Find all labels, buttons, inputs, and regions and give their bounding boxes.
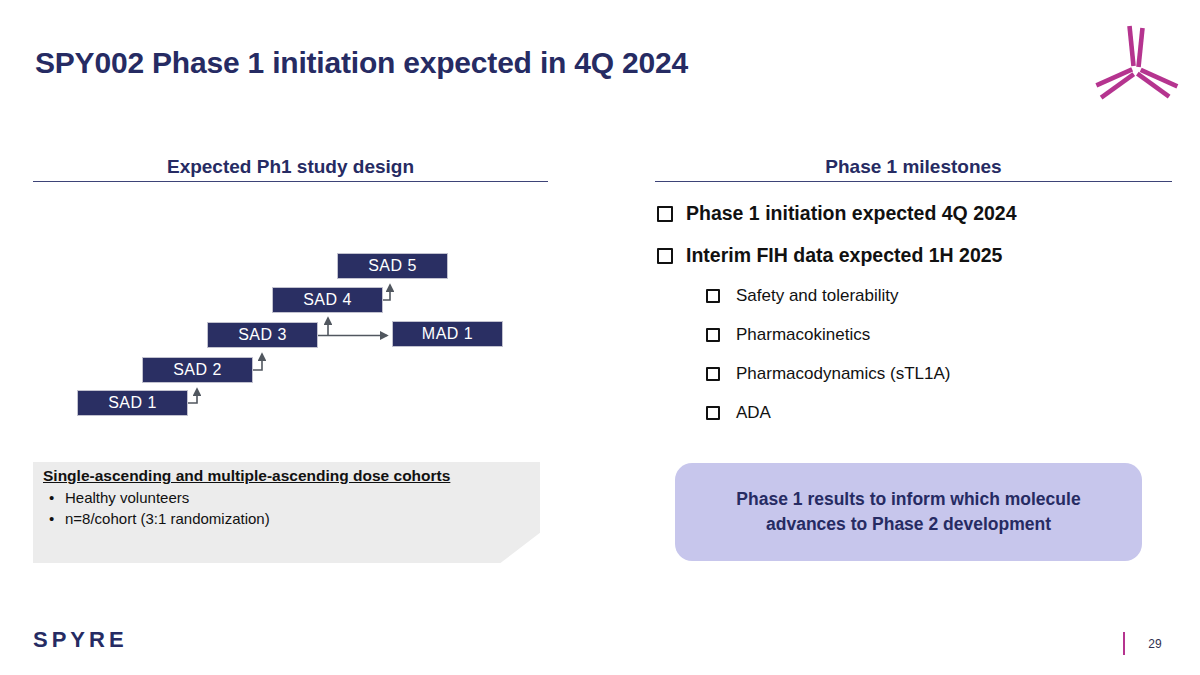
- cohort-box-mad1: MAD 1: [392, 321, 503, 347]
- checkbox-icon: [706, 328, 720, 342]
- footer-separator: [1123, 632, 1125, 655]
- list-item: • Healthy volunteers: [43, 489, 530, 506]
- antibody-logo-icon: [1086, 14, 1186, 114]
- list-item: Pharmacodynamics (sTL1A): [706, 364, 950, 384]
- milestone-text: Phase 1 initiation expected 4Q 2024: [686, 202, 1017, 225]
- milestone-text: Interim FIH data expected 1H 2025: [686, 244, 1002, 267]
- study-design-diagram: SAD 1 SAD 2 SAD 3 SAD 4 SAD 5 MAD 1: [35, 190, 550, 460]
- study-note-box: Single-ascending and multiple-ascending …: [33, 462, 540, 563]
- arrow-sad2-to-sad3: [253, 354, 262, 370]
- arrow-sad4-to-sad5: [383, 285, 390, 300]
- bullet-icon: •: [49, 489, 65, 506]
- callout-box: Phase 1 results to inform which molecule…: [675, 463, 1142, 561]
- left-header-underline: [33, 181, 548, 182]
- list-item: Phase 1 initiation expected 4Q 2024: [657, 202, 1017, 225]
- bullet-icon: •: [49, 510, 65, 527]
- note-bullet-text: n=8/cohort (3:1 randomization): [65, 510, 270, 527]
- cohort-box-sad3: SAD 3: [207, 322, 318, 348]
- right-header-underline: [655, 181, 1172, 182]
- note-heading: Single-ascending and multiple-ascending …: [43, 467, 530, 485]
- checkbox-icon: [657, 206, 673, 222]
- sub-milestone-text: Safety and tolerability: [736, 286, 899, 306]
- checkbox-icon: [706, 406, 720, 420]
- arrow-sad1-to-sad2: [188, 389, 197, 403]
- checkbox-icon: [706, 289, 720, 303]
- sub-milestone-text: Pharmacokinetics: [736, 325, 870, 345]
- spyre-logo: SPYRE: [33, 627, 128, 653]
- cohort-box-sad4: SAD 4: [272, 287, 383, 313]
- list-item: Interim FIH data expected 1H 2025: [657, 244, 1002, 267]
- list-item: Pharmacokinetics: [706, 325, 870, 345]
- list-item: • n=8/cohort (3:1 randomization): [43, 510, 530, 527]
- list-item: Safety and tolerability: [706, 286, 899, 306]
- page-title: SPY002 Phase 1 initiation expected in 4Q…: [35, 46, 688, 80]
- cohort-box-sad2: SAD 2: [142, 357, 253, 383]
- checkbox-icon: [657, 248, 673, 264]
- list-item: ADA: [706, 403, 771, 423]
- cohort-box-sad5: SAD 5: [337, 253, 448, 279]
- checkbox-icon: [706, 367, 720, 381]
- sub-milestone-text: ADA: [736, 403, 771, 423]
- right-column-header: Phase 1 milestones: [655, 156, 1172, 178]
- sub-milestone-text: Pharmacodynamics (sTL1A): [736, 364, 950, 384]
- cohort-box-sad1: SAD 1: [77, 390, 188, 416]
- page-number: 29: [1140, 637, 1170, 651]
- note-bullet-text: Healthy volunteers: [65, 489, 189, 506]
- left-column-header: Expected Ph1 study design: [33, 156, 548, 178]
- slide: SPY002 Phase 1 initiation expected in 4Q…: [0, 0, 1200, 675]
